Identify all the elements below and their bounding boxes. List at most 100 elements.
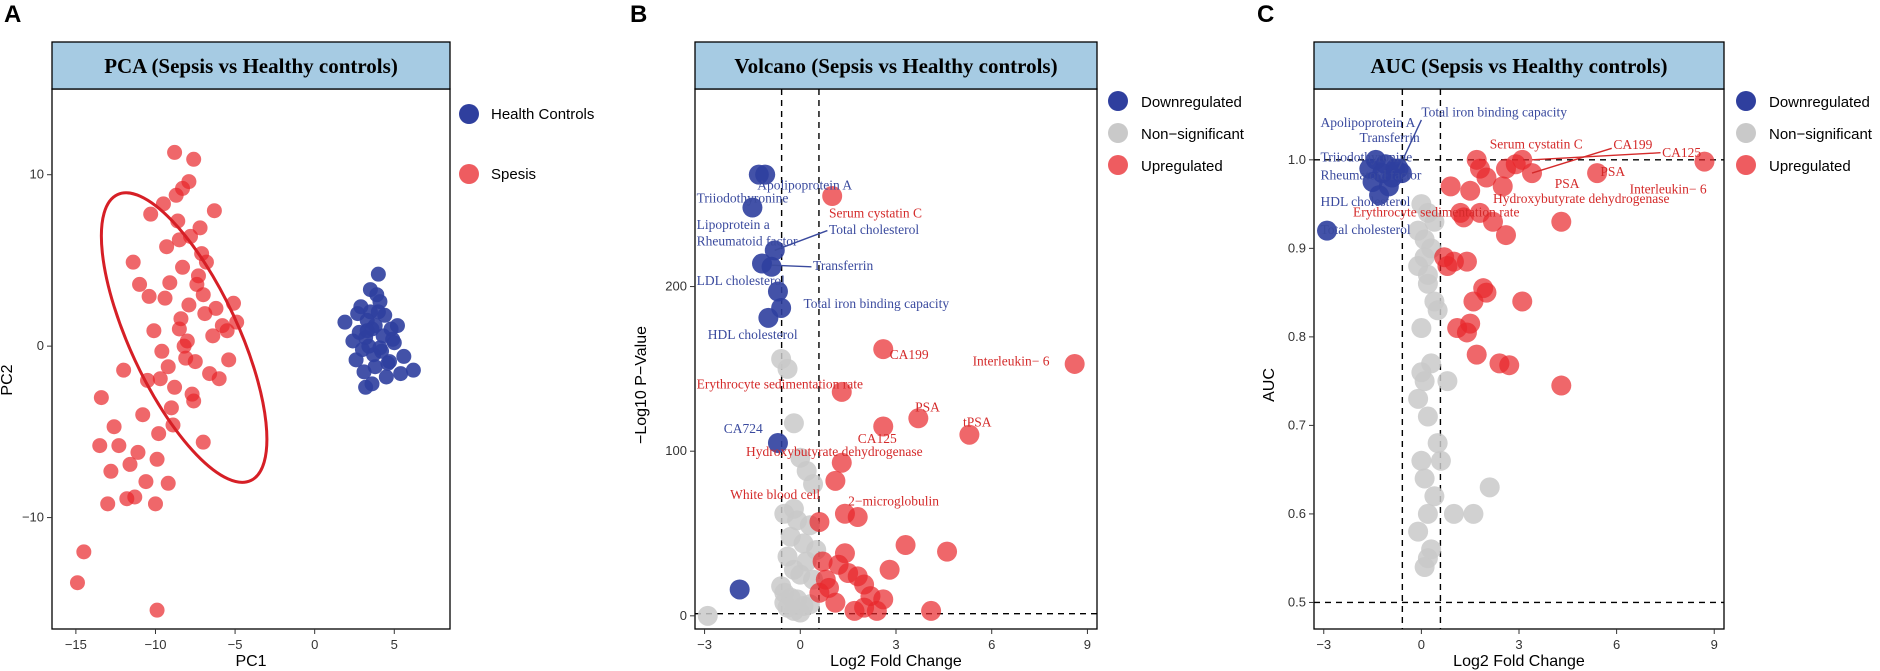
data-point <box>92 438 108 454</box>
data-point <box>159 239 175 255</box>
legend-swatch-health-controls <box>459 104 479 124</box>
data-point <box>138 474 154 490</box>
legend-swatch-downregulated <box>1108 91 1128 111</box>
data-point <box>186 151 202 167</box>
data-point <box>167 144 183 160</box>
data-point <box>1466 344 1487 365</box>
data-point <box>1417 406 1438 427</box>
data-point <box>175 180 191 196</box>
data-point <box>1440 176 1461 197</box>
point-label: Rheumatoid factor <box>697 233 798 248</box>
panel-letter-a: A <box>4 1 21 28</box>
data-point <box>350 306 366 322</box>
data-point <box>69 575 85 591</box>
data-point <box>1417 264 1438 285</box>
data-point <box>141 288 157 304</box>
data-point <box>1551 375 1572 396</box>
volcano-title-box <box>694 41 1098 90</box>
y-tick-label: 10 <box>30 167 44 182</box>
y-tick-label: 0 <box>37 338 44 353</box>
point-label: CA724 <box>724 421 763 436</box>
label-leader-line <box>774 229 828 251</box>
data-point <box>1411 362 1432 383</box>
data-point <box>197 306 213 322</box>
data-point <box>1512 291 1533 312</box>
data-point <box>1551 211 1572 232</box>
pca-axes: −15 −10 −5 0 5 −10 0 10 <box>22 167 398 652</box>
data-point <box>163 400 179 416</box>
data-point <box>959 424 980 445</box>
data-point <box>127 489 143 505</box>
x-tick-label: 9 <box>1711 637 1718 652</box>
x-tick-label: 3 <box>892 637 899 652</box>
data-point <box>1417 503 1438 524</box>
data-point <box>822 186 843 207</box>
data-point <box>1317 220 1338 241</box>
data-point <box>1495 225 1516 246</box>
point-label: Apolipoprotein A <box>757 177 852 192</box>
data-point <box>152 371 168 387</box>
data-point <box>358 379 374 395</box>
data-point <box>211 371 227 387</box>
data-point <box>825 592 846 613</box>
data-point <box>1469 158 1490 179</box>
data-point <box>879 559 900 580</box>
y-tick-label: 0.5 <box>1288 594 1306 609</box>
data-point <box>873 339 894 360</box>
x-tick-label: −3 <box>697 637 712 652</box>
data-point <box>385 331 401 347</box>
data-point <box>1492 176 1513 197</box>
data-point <box>1417 548 1438 569</box>
point-label: Apolipoprotein A <box>1321 115 1416 130</box>
data-point <box>160 359 176 375</box>
y-tick-label: 100 <box>665 443 687 458</box>
auc-x-axis-title: Log2 Fold Change <box>1453 653 1585 670</box>
y-tick-label: −10 <box>22 510 44 525</box>
point-label: Transferrin <box>1360 130 1420 145</box>
x-tick-label: 6 <box>988 637 995 652</box>
y-tick-label: 0.9 <box>1288 240 1306 255</box>
point-label: CA125 <box>858 431 897 446</box>
x-tick-label: −15 <box>65 637 87 652</box>
y-tick-label: 0.6 <box>1288 506 1306 521</box>
point-label: Lipoprotein a <box>697 217 770 232</box>
data-point <box>831 381 852 402</box>
label-leader-line <box>771 264 812 268</box>
data-point <box>405 362 421 378</box>
point-label: Total cholesterol <box>1321 222 1411 237</box>
data-point <box>755 164 776 185</box>
data-point <box>160 475 176 491</box>
data-point <box>1453 207 1474 228</box>
data-point <box>149 451 165 467</box>
data-point <box>1473 278 1494 299</box>
point-label: Total iron binding capacity <box>803 296 949 311</box>
data-point <box>697 605 718 626</box>
label-leader-line <box>1397 119 1423 169</box>
data-point <box>1495 158 1516 179</box>
point-label: tPSA <box>963 415 992 430</box>
point-label: HDL cholesterol <box>1321 194 1411 209</box>
data-point <box>831 452 852 473</box>
data-point <box>208 300 224 316</box>
data-point <box>847 507 868 528</box>
data-point <box>895 535 916 556</box>
legend-label-non-significant: Non−significant <box>1769 126 1873 143</box>
data-point <box>93 390 109 406</box>
panel-auc: C −3 0 3 6 9 0.5 0.6 0.7 0.8 0.9 1.0 Apolipoprotei… <box>1257 1 1873 670</box>
data-point <box>783 413 804 434</box>
point-label: PSA <box>1555 176 1580 191</box>
data-point <box>1694 151 1715 172</box>
data-point <box>195 287 211 303</box>
data-point <box>1587 163 1608 184</box>
data-point <box>162 275 178 291</box>
data-point <box>176 338 192 354</box>
y-tick-label: 1.0 <box>1288 152 1306 167</box>
label-leader-line <box>1531 147 1612 174</box>
legend-label-non-significant: Non−significant <box>1141 126 1245 143</box>
data-point <box>378 369 394 385</box>
auc-y-axis-title: AUC <box>1261 368 1278 402</box>
data-point <box>1434 247 1455 268</box>
data-point <box>937 541 958 562</box>
x-tick-label: −3 <box>1316 637 1331 652</box>
point-label: 2−microglobulin <box>848 494 939 509</box>
